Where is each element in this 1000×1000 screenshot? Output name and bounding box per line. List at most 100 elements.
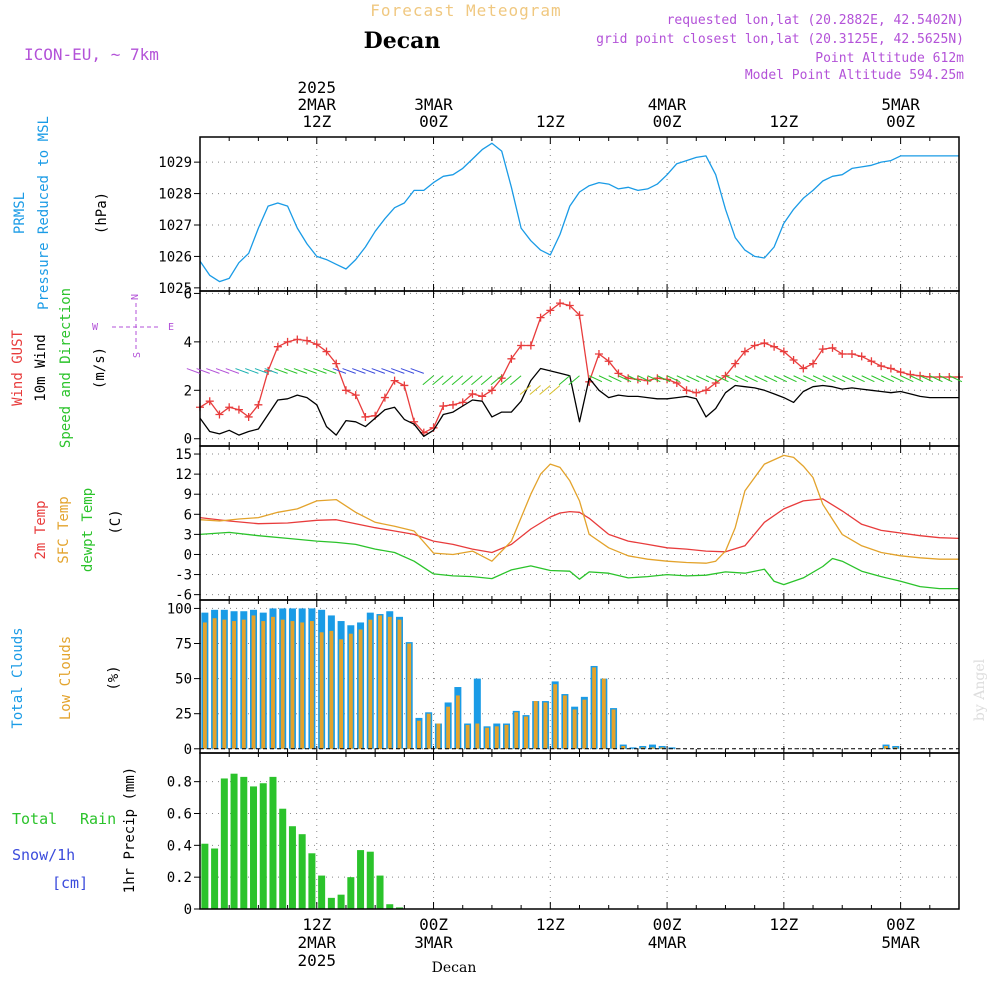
- y-tick-label: 25: [175, 707, 192, 723]
- wind-direction-arrow: [451, 375, 464, 386]
- bar-low-clouds: [592, 667, 597, 749]
- gust-marker: [886, 364, 895, 373]
- bar-total-rain: [386, 904, 394, 909]
- wind-direction-arrow: [490, 375, 502, 386]
- gust-marker: [322, 347, 331, 356]
- y-tick-label: 1026: [158, 249, 192, 265]
- y-tick-label: 50: [175, 672, 192, 688]
- wind-direction-arrow: [342, 368, 356, 374]
- y-tick-label: 1025: [158, 281, 192, 297]
- bar-low-clouds: [455, 695, 460, 749]
- y-tick-label: 75: [175, 637, 192, 653]
- temp-unit: (C): [108, 509, 124, 534]
- precip-panel: 0 0.2 0.4 0.6 0.8: [167, 752, 960, 918]
- bar-total-clouds: [658, 745, 666, 749]
- y-tick-label: 1027: [158, 218, 192, 234]
- model-altitude: Model Point Altitude 594.25m: [745, 68, 964, 83]
- precip-frame: [199, 752, 960, 910]
- bar-low-clouds: [212, 618, 217, 749]
- gust-marker: [234, 405, 243, 414]
- pressure-frame: [199, 136, 960, 292]
- bar-low-clouds: [417, 720, 421, 749]
- gust-marker: [312, 340, 321, 349]
- bar-low-clouds: [650, 747, 655, 749]
- bar-total-rain: [376, 875, 384, 909]
- compass-e: E: [168, 322, 174, 333]
- bar-total-rain: [201, 843, 209, 909]
- gust-marker: [458, 398, 467, 407]
- wind-direction-arrow: [822, 375, 836, 383]
- bottom-time-label: 00Z: [653, 915, 682, 934]
- model-label: ICON-EU, ~ 7km: [24, 45, 159, 64]
- wind-label-3: Speed and Direction: [58, 288, 74, 448]
- wind-label-1: Wind GUST: [10, 330, 26, 406]
- bottom-time-label: 2025: [298, 951, 337, 970]
- wind-direction-arrow: [313, 368, 327, 374]
- wind-direction-arrow: [676, 375, 690, 383]
- top-time-label: 00Z: [886, 112, 915, 131]
- bottom-time-label: 00Z: [419, 915, 448, 934]
- bar-total-rain: [308, 853, 316, 909]
- top-time-label: 12Z: [302, 112, 331, 131]
- bar-total-clouds: [639, 745, 647, 749]
- y-tick-label: 6: [184, 286, 192, 302]
- bar-total-rain: [327, 897, 335, 909]
- wind-direction-arrow: [589, 375, 603, 383]
- wind-direction-arrow: [871, 375, 885, 383]
- bar-total-rain: [298, 834, 306, 909]
- y-tick-label: 12: [175, 467, 192, 483]
- wind-direction-arrow: [400, 368, 415, 374]
- point-altitude: Point Altitude 612m: [815, 51, 964, 66]
- bar-total-clouds: [668, 747, 676, 749]
- pressure-label-2: Pressure Reduced to MSL: [36, 116, 52, 310]
- wind-direction-arrow: [910, 375, 924, 383]
- top-time-label: 5MAR: [881, 95, 920, 114]
- y-tick-label: 3: [184, 527, 192, 543]
- wind-direction-arrow: [919, 375, 933, 383]
- wind-direction-arrow: [647, 375, 661, 383]
- bar-total-clouds: [648, 744, 656, 749]
- top-time-label: 2MAR: [298, 95, 337, 114]
- gust-marker: [400, 381, 409, 390]
- wind-direction-arrow: [196, 368, 210, 374]
- wind-direction-arrow: [352, 368, 366, 374]
- bar-low-clouds: [524, 716, 528, 749]
- y-tick-label: 0: [184, 902, 192, 918]
- bar-low-clouds: [582, 699, 587, 749]
- wind-direction-arrow: [783, 375, 797, 383]
- wind-direction-arrow: [410, 368, 424, 374]
- wind-direction-arrow: [480, 375, 493, 386]
- wind-direction-arrow: [206, 368, 220, 374]
- wind-direction-arrow: [851, 375, 865, 383]
- gust-marker: [361, 412, 370, 421]
- y-tick-label: 0.2: [167, 870, 192, 886]
- gust-marker: [731, 359, 740, 368]
- wind-direction-arrow: [274, 368, 288, 374]
- bar-total-rain: [211, 848, 219, 909]
- precip-label-snow: Snow/1h: [12, 846, 75, 864]
- plot-layer: 102510261027102810290246-6-3036912150255…: [158, 78, 963, 970]
- bar-low-clouds: [261, 621, 266, 749]
- wind-direction-arrow: [254, 368, 269, 374]
- precip-label-rain: Rain: [80, 810, 116, 828]
- bar-low-clouds: [893, 747, 898, 749]
- wind-direction-arrow: [705, 375, 719, 383]
- gust-marker: [215, 410, 224, 419]
- series-line-2m-temp: [199, 498, 960, 554]
- wind-direction-arrow: [500, 375, 512, 386]
- gust-marker: [244, 412, 253, 421]
- wind-direction-arrow: [696, 375, 710, 383]
- wind-direction-arrow: [715, 375, 729, 383]
- bar-low-clouds: [329, 630, 334, 749]
- bar-low-clouds: [475, 723, 480, 749]
- gust-marker: [692, 388, 701, 397]
- precip-label-total: Total: [12, 810, 57, 828]
- series-line-wind-gust: [199, 302, 959, 434]
- gust-marker: [556, 299, 565, 308]
- bar-low-clouds: [494, 726, 499, 749]
- wind-direction-arrow: [245, 368, 259, 374]
- wind-direction-arrow: [539, 385, 551, 395]
- bar-low-clouds: [485, 727, 489, 749]
- compass-n: N: [130, 294, 141, 300]
